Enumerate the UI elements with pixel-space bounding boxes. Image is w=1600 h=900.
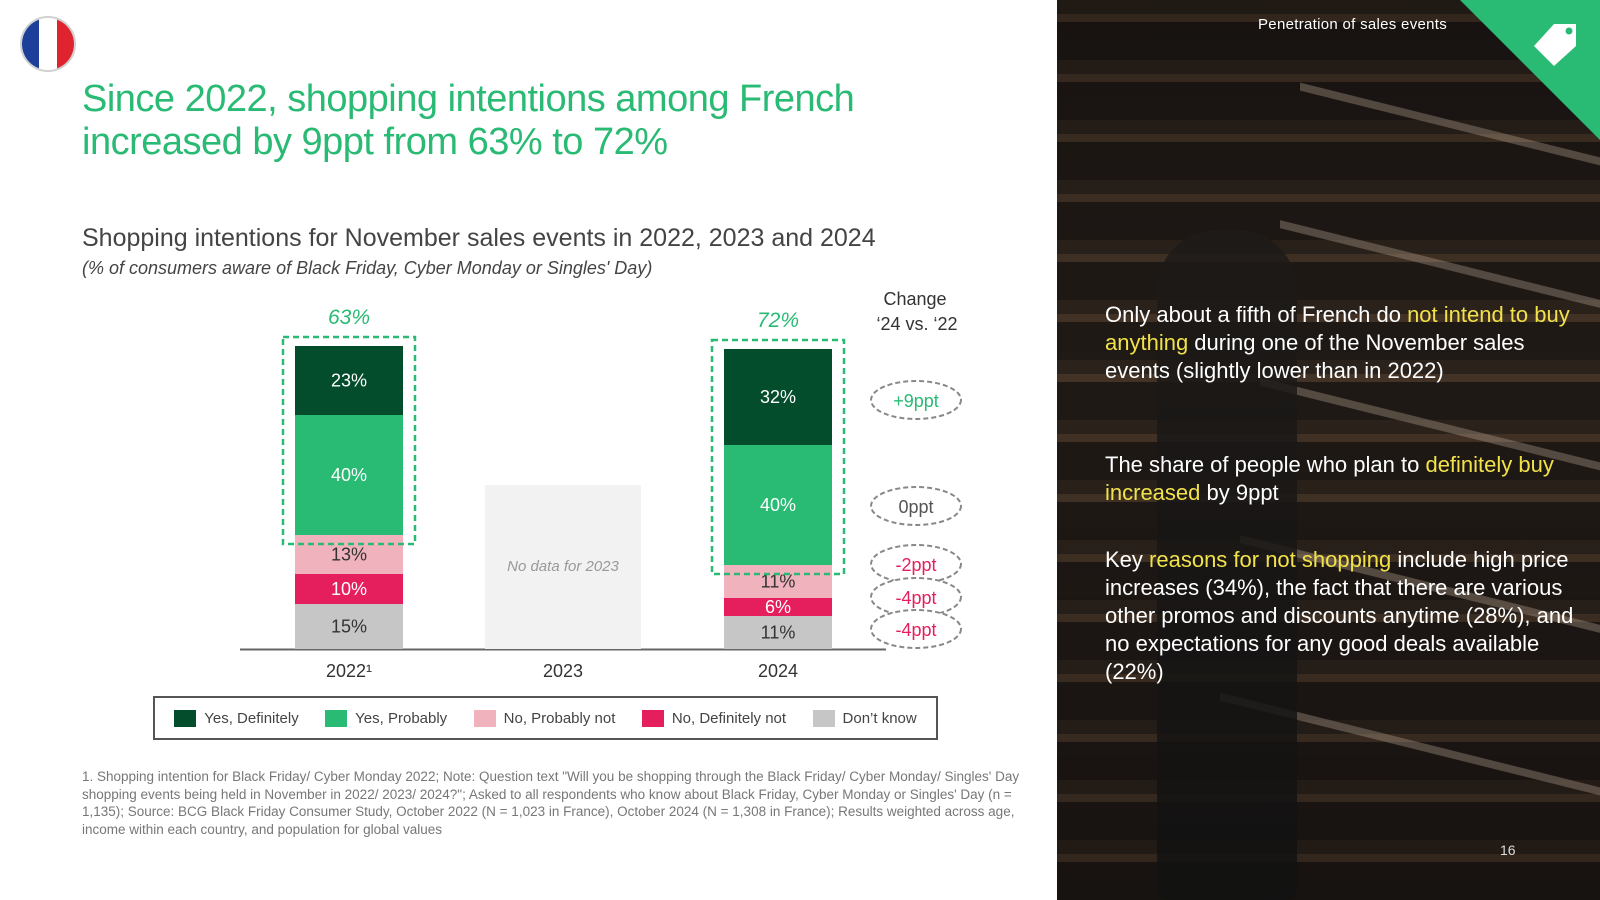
page-number: 16 <box>1500 842 1516 858</box>
chart-subtitle: Shopping intentions for November sales e… <box>82 224 876 252</box>
bar-segment <box>295 574 403 604</box>
footnote: 1. Shopping intention for Black Friday/ … <box>82 769 1020 837</box>
bar-value-label: 32% <box>760 387 796 407</box>
section-label: Penetration of sales events <box>1258 16 1448 33</box>
total-yes-label: 63% <box>328 306 370 329</box>
stacked-bar-chart: 15% 10% 13% 40% 23% 63% 2022¹ No data for 2023 2… <box>240 289 962 681</box>
legend-label: Don’t know <box>842 709 917 727</box>
legend-swatch <box>473 709 496 727</box>
shopper-silhouette <box>1157 230 1297 900</box>
legend-item: Don’t know <box>812 709 917 727</box>
bar-value-label: 6% <box>765 597 791 617</box>
bar-segment <box>295 604 403 649</box>
legend-item: No, Probably not <box>473 709 616 727</box>
chart-subnote: (% of consumers aware of Black Friday, C… <box>82 258 653 278</box>
change-badge <box>870 609 962 649</box>
change-value: 0ppt <box>898 497 933 517</box>
insight-2: The share of people who plan to definite… <box>1105 452 1554 505</box>
chart-legend: Yes, Definitely Yes, Probably No, Probably… <box>153 696 938 740</box>
change-header: Change <box>883 289 946 309</box>
france-flag-icon <box>20 16 76 72</box>
bar-value-label: 23% <box>331 371 367 391</box>
total-yes-label: 72% <box>757 309 799 332</box>
legend-item: No, Definitely not <box>641 709 787 727</box>
change-value: -4ppt <box>895 620 936 640</box>
insight-1: Only about a fifth of French do not inte… <box>1105 302 1570 383</box>
legend-swatch <box>641 709 664 727</box>
change-value: +9ppt <box>893 391 939 411</box>
x-tick-label: 2024 <box>758 661 798 681</box>
legend-label: Yes, Probably <box>355 709 448 727</box>
change-value: -4ppt <box>895 588 936 608</box>
yes-highlight-box <box>281 335 417 546</box>
bar-segment <box>724 445 832 565</box>
change-header: ‘24 vs. ‘22 <box>876 314 957 334</box>
bar-segment <box>724 565 832 598</box>
yes-highlight-box <box>710 338 846 576</box>
legend-swatch <box>812 709 835 727</box>
change-value: -2ppt <box>895 555 936 575</box>
legend-item: Yes, Probably <box>325 709 448 727</box>
price-tag-icon <box>1534 24 1576 66</box>
bar-value-label: 15% <box>331 617 367 637</box>
insight-3: Key reasons for not shopping include hig… <box>1105 547 1574 684</box>
legend-swatch <box>174 709 197 727</box>
legend-label: Yes, Definitely <box>204 709 299 727</box>
shopper-photo-panel <box>1057 0 1600 900</box>
bar-segment <box>295 415 403 535</box>
legend-item: Yes, Definitely <box>174 709 299 727</box>
x-tick-label: 2022¹ <box>326 661 372 681</box>
legend-label: No, Probably not <box>503 709 616 727</box>
x-tick-label: 2023 <box>543 661 583 681</box>
bar-segment <box>724 616 832 649</box>
bar-value-label: 40% <box>760 495 796 515</box>
legend-label: No, Definitely not <box>671 709 787 727</box>
section-corner-badge <box>1460 0 1600 140</box>
bar-value-label: 11% <box>761 572 796 592</box>
bar-value-label: 10% <box>331 579 367 599</box>
page-title: Since 2022, shopping intentions among Fr… <box>82 78 855 163</box>
change-badge <box>870 380 962 420</box>
change-badge <box>870 486 962 526</box>
bar-segment <box>295 535 403 574</box>
bar-segment <box>724 349 832 445</box>
legend-swatch <box>325 709 348 727</box>
no-data-label: No data for 2023 <box>507 558 619 575</box>
bar-value-label: 11% <box>761 623 796 643</box>
no-data-placeholder <box>485 485 641 649</box>
bar-segment <box>295 346 403 415</box>
bar-value-label: 13% <box>331 545 367 565</box>
bar-segment <box>724 598 832 616</box>
bar-value-label: 40% <box>331 465 367 485</box>
